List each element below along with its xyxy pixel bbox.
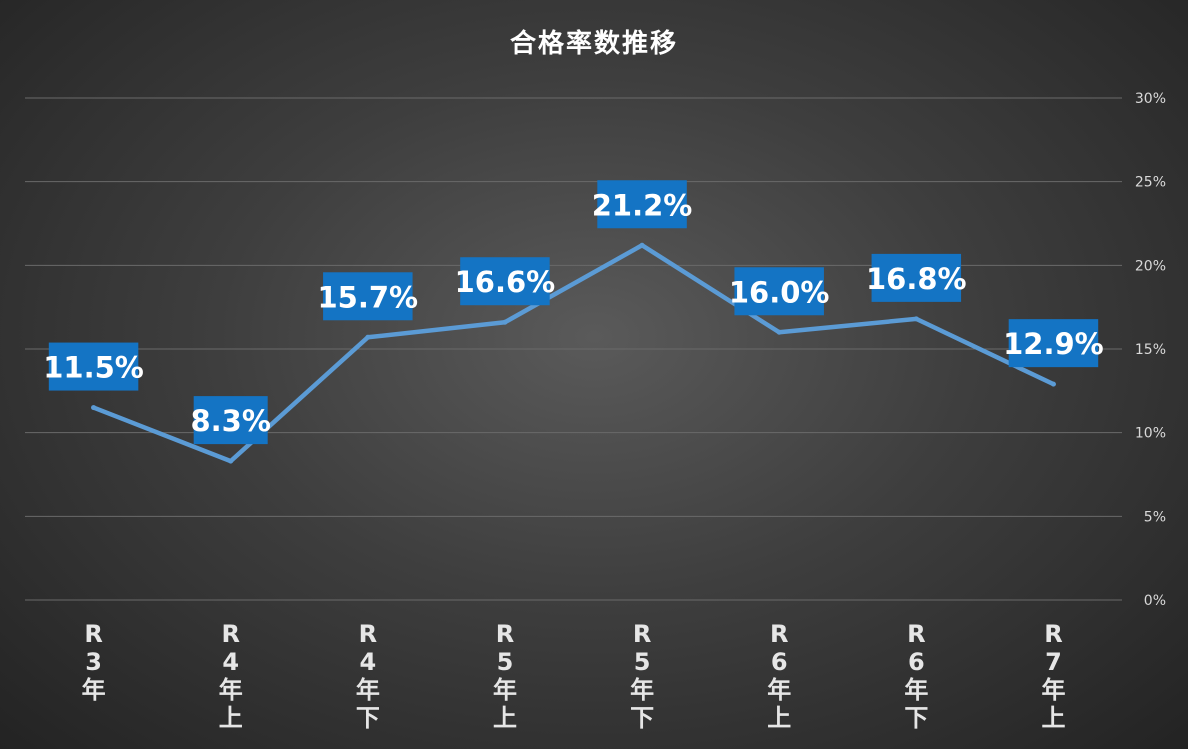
data-label-text: 16.6% [455, 265, 556, 299]
x-tick-char: 上 [493, 704, 517, 732]
x-tick-char: 下 [630, 704, 654, 732]
x-tick-char: 7 [1045, 648, 1062, 676]
data-label: 15.7% [318, 272, 419, 321]
x-tick-char: R [633, 620, 651, 648]
data-point [365, 334, 371, 340]
x-tick-char: 6 [771, 648, 788, 676]
data-point [91, 405, 97, 411]
x-tick-char: 年 [904, 676, 928, 704]
x-tick-char: 年 [219, 676, 243, 704]
data-label: 16.8% [866, 253, 967, 302]
x-tick-char: R [770, 620, 788, 648]
y-tick-label: 5% [1144, 509, 1166, 525]
data-labels: 11.5% 8.3% 15.7% 16.6% 21.2% 16.0% 16.8% 12.9% [43, 180, 1104, 445]
data-label: 11.5% [43, 342, 144, 391]
data-label: 16.6% [455, 257, 556, 306]
x-tick-char: 年 [767, 676, 791, 704]
x-tick-char: R [221, 620, 239, 648]
data-label-background [48, 342, 139, 391]
data-point [776, 329, 782, 335]
x-tick-char: 4 [359, 648, 376, 676]
x-tick-char: 年 [1041, 676, 1065, 704]
y-tick-label: 20% [1135, 258, 1166, 274]
x-tick-char: 3 [85, 648, 102, 676]
data-point [502, 319, 508, 325]
chart-title: 合格率数推移 [510, 28, 678, 59]
x-tick-char: 年 [356, 676, 380, 704]
data-label-background [323, 272, 413, 321]
data-point [639, 242, 645, 248]
y-tick-label: 25% [1135, 175, 1166, 191]
data-label-text: 12.9% [1003, 327, 1104, 361]
x-tick-char: 年 [493, 676, 517, 704]
data-label-background [193, 396, 268, 445]
data-label: 8.3% [190, 396, 271, 445]
x-tick-char: R [84, 620, 102, 648]
data-point [913, 316, 919, 322]
y-axis-ticks: 0% 5% 10% 15% 20% 25% 30% [1135, 91, 1166, 609]
y-tick-label: 15% [1135, 342, 1166, 358]
data-label-text: 16.0% [729, 275, 830, 309]
x-tick-char: R [359, 620, 377, 648]
data-label-background [1008, 319, 1099, 368]
x-tick-char: 5 [497, 648, 514, 676]
data-label: 21.2% [592, 180, 693, 229]
x-tick-char: 6 [908, 648, 925, 676]
data-label: 16.0% [729, 267, 830, 316]
data-label-text: 21.2% [592, 188, 693, 222]
data-label-background [871, 253, 962, 302]
x-tick-char: R [907, 620, 925, 648]
data-label-background [460, 257, 550, 306]
x-tick-char: 下 [904, 704, 928, 732]
y-tick-label: 0% [1144, 593, 1166, 609]
x-tick-char: 上 [1041, 704, 1065, 732]
x-tick-char: R [496, 620, 514, 648]
x-tick-char: 上 [219, 704, 243, 732]
data-label-text: 15.7% [318, 280, 419, 314]
x-tick-char: 5 [634, 648, 651, 676]
y-tick-label: 30% [1135, 91, 1166, 107]
data-point [228, 458, 234, 464]
x-tick-char: 年 [630, 676, 654, 704]
x-tick-char: 下 [356, 704, 380, 732]
data-label: 12.9% [1003, 319, 1104, 368]
data-label-text: 16.8% [866, 262, 967, 296]
y-tick-label: 10% [1135, 426, 1166, 442]
data-label-background [597, 180, 687, 229]
x-tick-char: R [1044, 620, 1062, 648]
data-label-text: 11.5% [43, 351, 144, 385]
x-tick-label: R3年 [82, 620, 106, 704]
data-point [1050, 381, 1056, 387]
x-tick-char: 上 [767, 704, 791, 732]
data-label-background [734, 267, 824, 316]
x-tick-char: 4 [222, 648, 239, 676]
x-tick-char: 年 [82, 676, 106, 704]
data-label-text: 8.3% [190, 404, 270, 438]
gridlines [25, 97, 1122, 601]
